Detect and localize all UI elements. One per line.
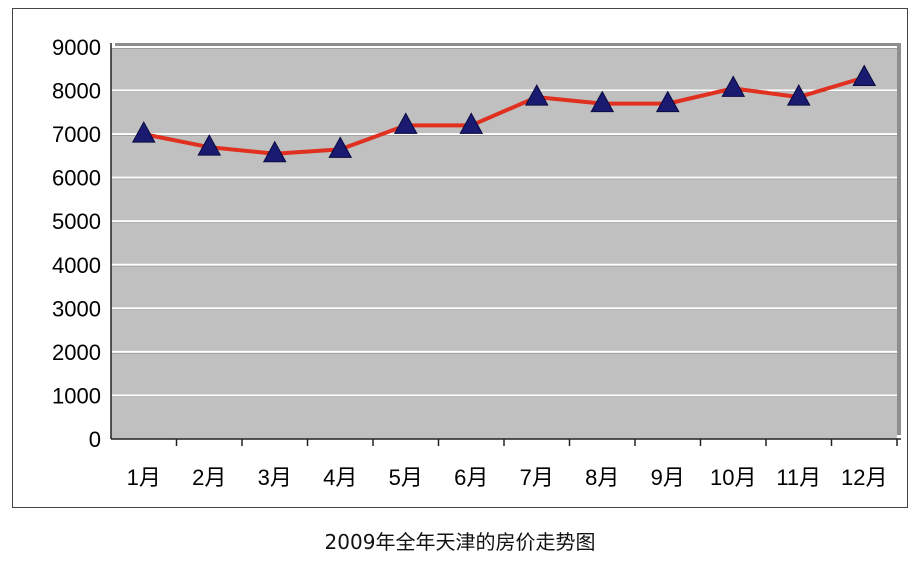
data-point-marker [721, 75, 746, 97]
x-tick-label: 7月 [520, 465, 554, 490]
data-point-marker [590, 90, 615, 113]
y-tick-label: 9000 [52, 35, 101, 60]
x-tick-label: 6月 [454, 465, 488, 490]
x-tick-label: 10月 [710, 465, 756, 490]
data-point-marker [459, 112, 484, 134]
x-tick-label: 9月 [651, 465, 685, 490]
data-point-marker [262, 140, 287, 163]
data-point-marker [328, 136, 353, 158]
y-tick-label: 4000 [52, 253, 101, 278]
plot-area [111, 47, 897, 439]
line-chart: 0 1000 2000 3000 4000 5000 6000 7000 8000 9000 1月 2… [52, 35, 901, 490]
x-tick-label: 5月 [389, 465, 423, 490]
data-point-marker [655, 90, 680, 113]
y-tick-label: 6000 [52, 166, 101, 191]
data-point-marker [393, 112, 418, 134]
y-tick-label: 3000 [52, 296, 101, 321]
y-tick-label: 8000 [52, 79, 101, 104]
data-point-marker [786, 84, 811, 106]
y-tick-label: 2000 [52, 340, 101, 365]
y-tick-label: 0 [89, 427, 101, 452]
x-tick-label: 8月 [585, 465, 619, 490]
data-point-marker [852, 64, 877, 86]
data-point-marker [197, 134, 222, 156]
x-tick-label: 4月 [323, 465, 357, 490]
x-tick-label: 3月 [258, 465, 292, 490]
y-tick-label: 1000 [52, 383, 101, 408]
x-tick-label: 11月 [776, 465, 821, 490]
series-line [143, 75, 865, 156]
y-tick-label: 7000 [52, 122, 101, 147]
x-tick-label: 1月 [127, 465, 161, 490]
data-point-marker [524, 84, 549, 106]
x-tick-label: 12月 [841, 465, 887, 490]
x-tick-label: 2月 [192, 465, 226, 490]
chart-frame: 0 1000 2000 3000 4000 5000 6000 7000 8000 9000 1月 2… [12, 8, 908, 508]
chart-caption: 2009年全年天津的房价走势图 [324, 530, 596, 554]
y-tick-label: 5000 [52, 209, 101, 234]
data-point-marker [131, 121, 156, 143]
